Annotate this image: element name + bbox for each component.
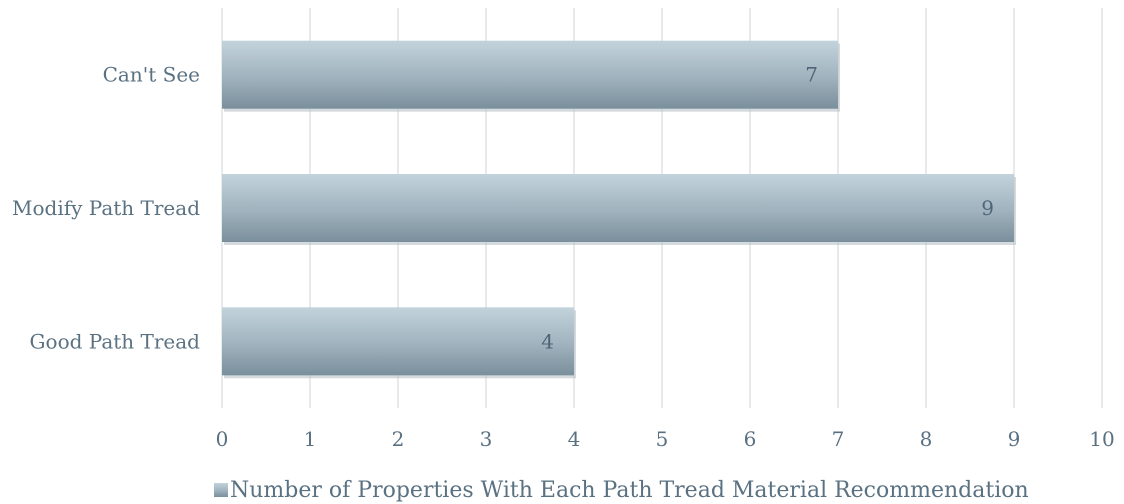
x-tick-label: 9 [1008,427,1021,451]
x-tick-label: 5 [656,427,669,451]
bar [222,307,574,376]
x-tick-label: 10 [1089,427,1114,451]
x-tick-label: 3 [480,427,493,451]
bar [222,40,838,109]
legend-label: Number of Properties With Each Path Trea… [230,478,1029,503]
category-label: Good Path Tread [30,329,201,353]
bars: 7 9 4 [222,40,1016,379]
x-tick-label: 4 [568,427,581,451]
data-label: 4 [541,329,554,353]
x-tick-label: 8 [920,427,933,451]
x-tick-label: 0 [216,427,229,451]
legend-swatch [214,483,228,497]
data-label: 7 [805,63,818,87]
data-label: 9 [981,196,994,220]
category-label: Modify Path Tread [12,196,200,220]
category-labels: Can't See Modify Path Tread Good Path Trea… [12,63,200,354]
x-tick-label: 2 [392,427,405,451]
x-axis-tick-labels: 0 1 2 3 4 5 6 7 8 9 10 [216,427,1115,451]
category-label: Can't See [103,63,200,87]
legend: Number of Properties With Each Path Trea… [214,478,1029,503]
x-tick-label: 1 [304,427,317,451]
bar [222,174,1014,242]
x-tick-label: 7 [832,427,845,451]
x-tick-label: 6 [744,427,757,451]
